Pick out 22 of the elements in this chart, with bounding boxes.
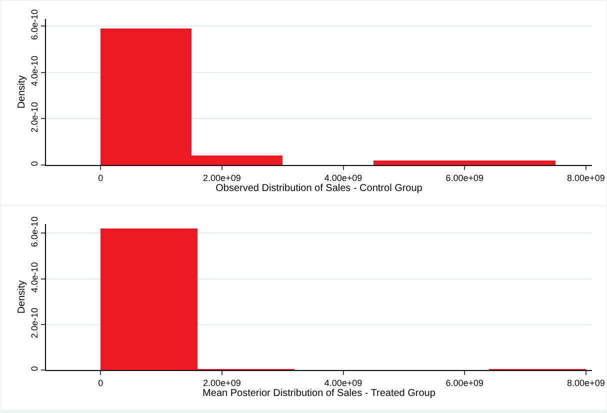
x-tick-label: 8.00e+09 xyxy=(567,172,605,183)
x-tick-label: 2.00e+09 xyxy=(203,378,241,388)
x-tick-label: 6.00e+09 xyxy=(446,172,484,183)
y-tick-label: 2.0e-10 xyxy=(29,308,40,338)
x-tick-label: 4.00e+09 xyxy=(324,172,362,183)
x-tick-label: 0 xyxy=(98,172,104,183)
x-tick-label: 0 xyxy=(98,378,104,388)
y-tick-label: 0 xyxy=(29,161,40,166)
x-tick-label: 8.00e+09 xyxy=(567,378,605,388)
x-tick-label: 2.00e+09 xyxy=(203,172,241,183)
y-tick-label: 2.0e-10 xyxy=(29,102,40,133)
x-tick-label: 4.00e+09 xyxy=(324,378,362,388)
y-tick-label: 4.0e-10 xyxy=(29,262,40,293)
y-tick-label: 6.0e-10 xyxy=(29,9,40,40)
x-axis-title: Mean Posterior Distribution of Sales - Treated Group xyxy=(202,388,436,399)
y-axis-title: Density xyxy=(16,75,28,109)
x-axis-title: Observed Distribution of Sales - Control Group xyxy=(216,182,423,194)
y-axis-title: Density xyxy=(16,280,28,314)
y-tick-label: 0 xyxy=(29,366,40,372)
y-tick-label: 6.0e-10 xyxy=(29,216,40,248)
x-tick-label: 6.00e+09 xyxy=(446,378,484,388)
y-tick-label: 4.0e-10 xyxy=(29,56,40,86)
